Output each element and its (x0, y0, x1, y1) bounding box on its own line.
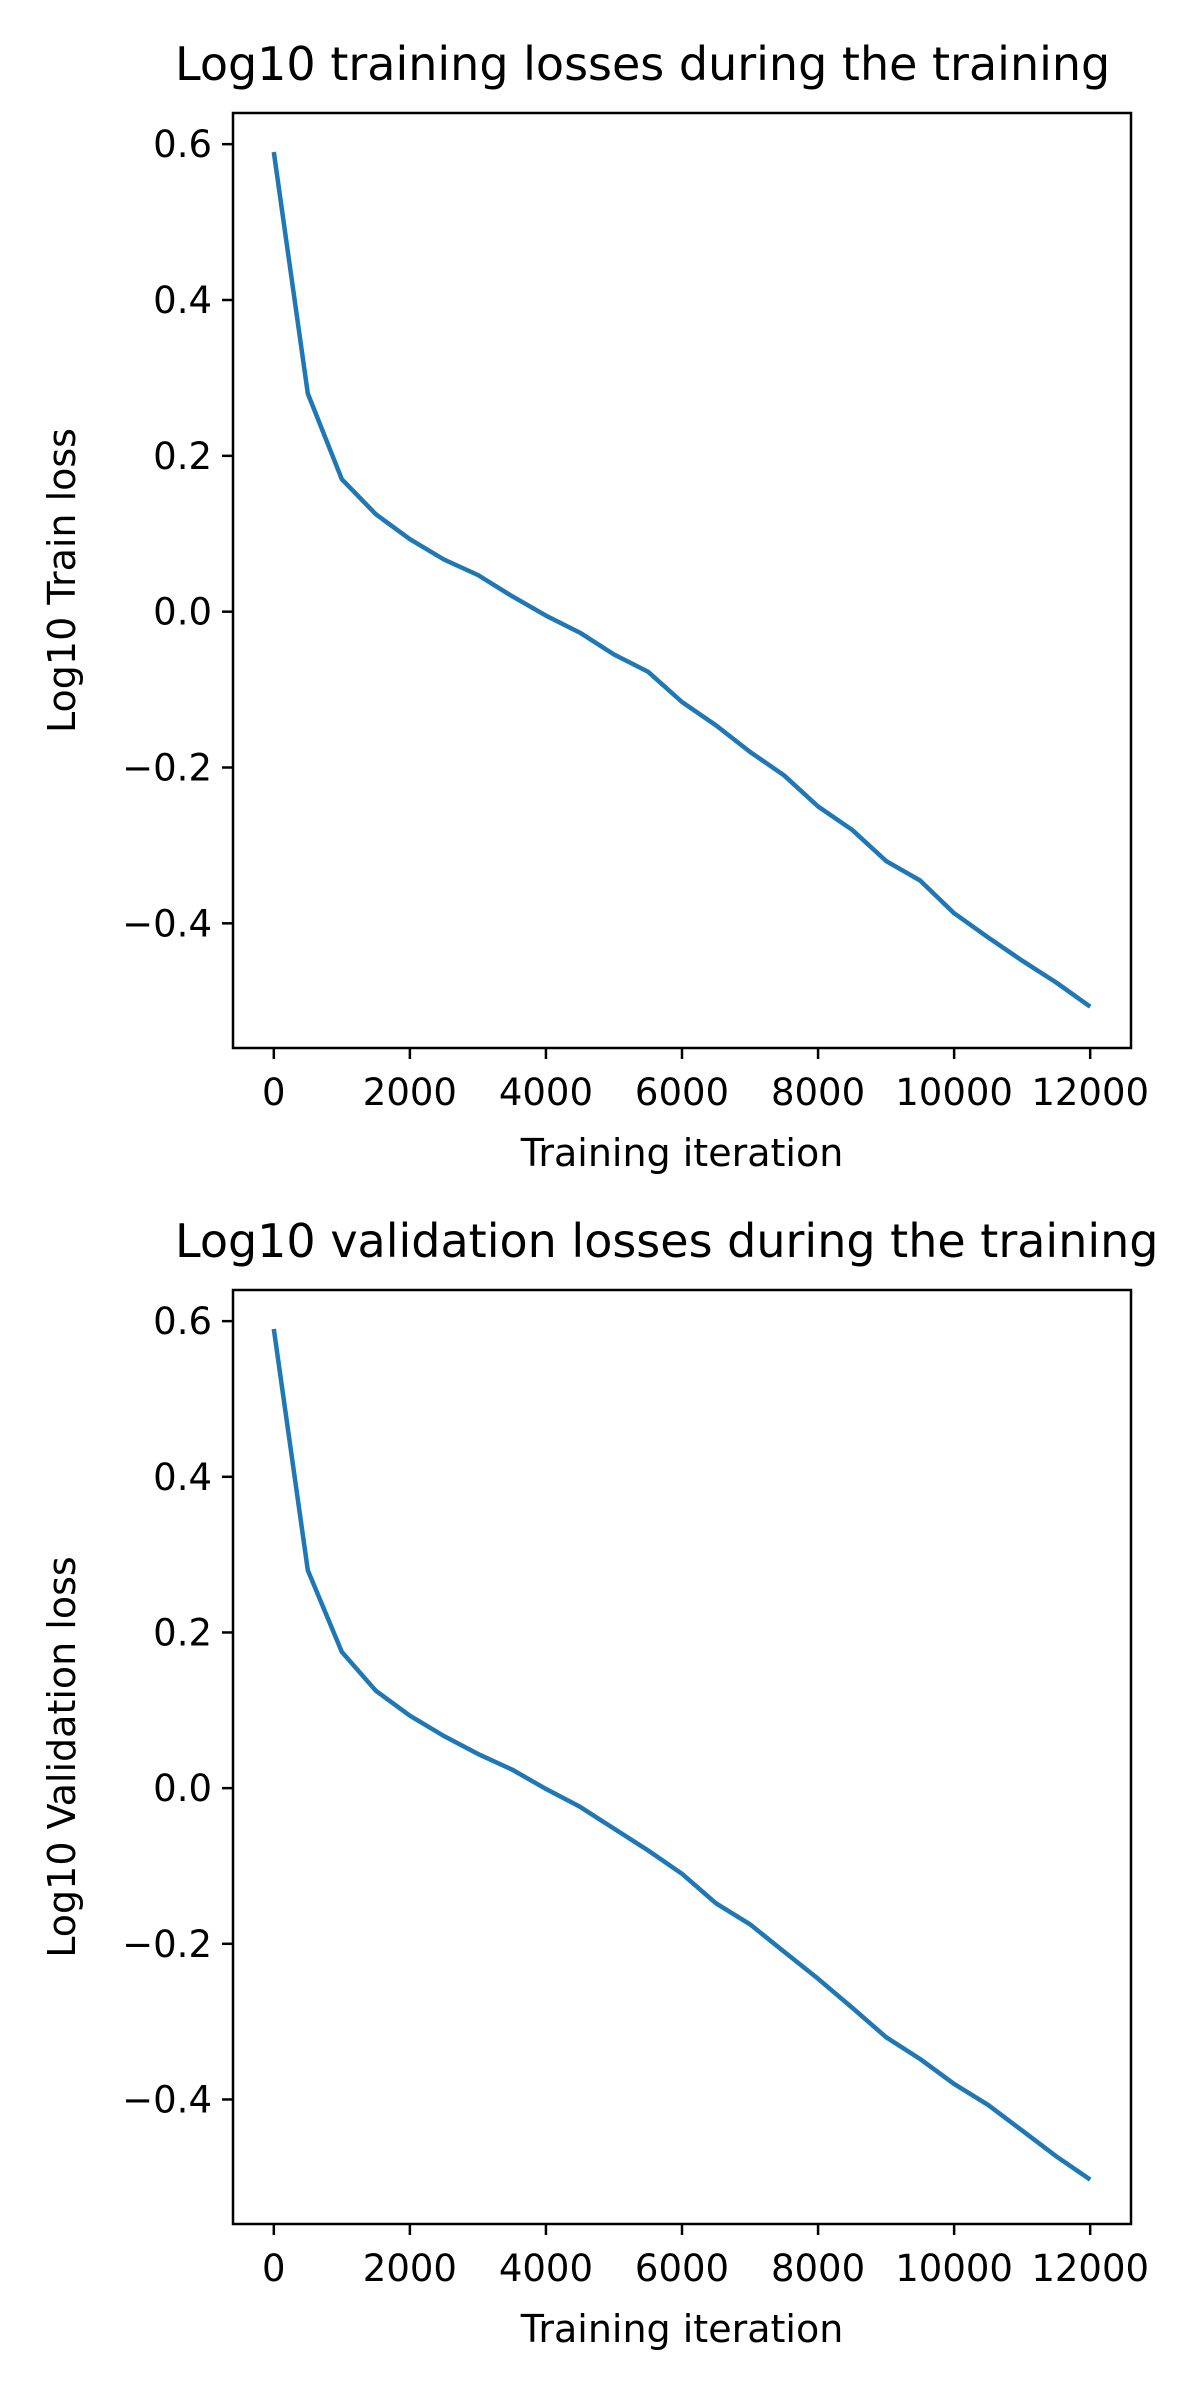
y-tick-label: 0.2 (153, 1611, 212, 1654)
x-tick-label: 8000 (771, 1071, 865, 1114)
x-tick-label: 0 (262, 1071, 286, 1114)
x-tick-label: 6000 (635, 2247, 729, 2290)
y-tick-label: 0.6 (153, 123, 212, 166)
plot-frame (231, 111, 1133, 1050)
y-tick-label: 0.4 (153, 279, 212, 322)
x-tick-label: 8000 (771, 2247, 865, 2290)
y-tick-label: 0.6 (153, 1300, 212, 1343)
y-tick-label: −0.4 (122, 902, 212, 945)
x-tick-label: 2000 (363, 2247, 457, 2290)
x-tick-label: 6000 (635, 1071, 729, 1114)
plot-frame (231, 1288, 1133, 2226)
y-tick-label: −0.4 (122, 2078, 212, 2121)
x-tick-label: 10000 (895, 1071, 1013, 1114)
y-tick-label: −0.2 (122, 747, 212, 790)
y-axis-label: Log10 Train loss (40, 428, 84, 733)
x-tick-label: 12000 (1031, 1071, 1149, 1114)
y-tick-label: 0.0 (153, 1767, 212, 1810)
y-axis-label: Log10 Validation loss (40, 1556, 84, 1957)
x-tick-label: 4000 (499, 1071, 593, 1114)
y-tick-label: −0.2 (122, 1923, 212, 1966)
chart-panel-1: Log10 training losses during the trainin… (40, 37, 1149, 1175)
x-axis-label: Training iteration (520, 2307, 844, 2351)
chart-title: Log10 training losses during the trainin… (175, 37, 1110, 91)
chart-panel-2: Log10 validation losses during the train… (40, 1214, 1159, 2351)
y-tick-label: 0.4 (153, 1456, 212, 1499)
x-tick-label: 0 (262, 2247, 286, 2290)
x-axis-label: Training iteration (520, 1131, 844, 1175)
y-tick-label: 0.2 (153, 435, 212, 478)
x-tick-label: 4000 (499, 2247, 593, 2290)
x-tick-label: 10000 (895, 2247, 1013, 2290)
series-line (271, 1328, 1092, 2182)
series-line (271, 151, 1092, 1009)
chart-title: Log10 validation losses during the train… (175, 1214, 1159, 1268)
x-tick-label: 12000 (1031, 2247, 1149, 2290)
x-tick-label: 2000 (363, 1071, 457, 1114)
y-tick-label: 0.0 (153, 591, 212, 634)
